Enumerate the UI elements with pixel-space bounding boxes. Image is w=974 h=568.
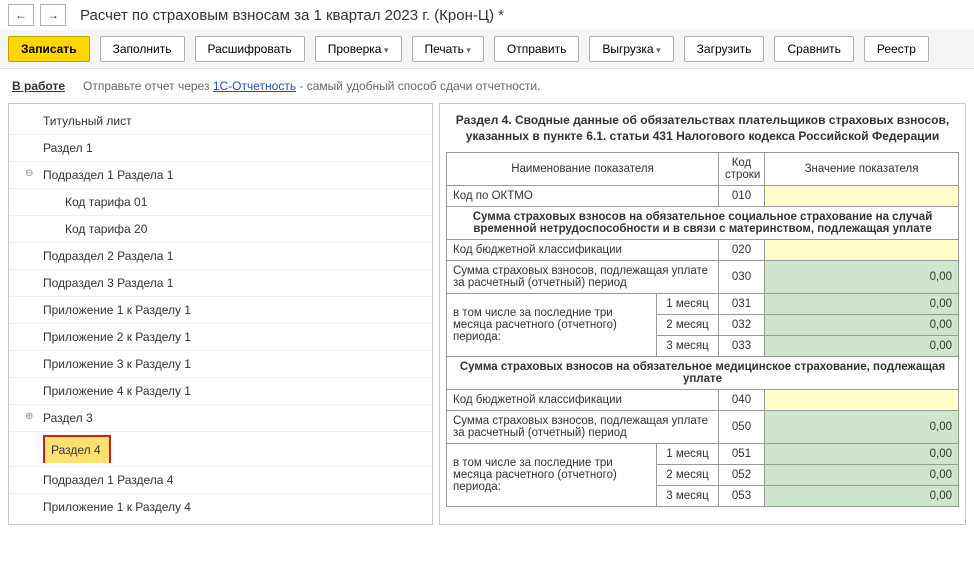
row-m3-2-code: 053 bbox=[719, 486, 765, 507]
row-m1-2-value[interactable]: 0,00 bbox=[765, 444, 959, 465]
row-sum2-value[interactable]: 0,00 bbox=[765, 411, 959, 444]
row-m1-2-code: 051 bbox=[719, 444, 765, 465]
expand-icon[interactable]: ⊕ bbox=[25, 411, 33, 422]
print-button[interactable]: Печать bbox=[412, 36, 484, 62]
row-m2-1-label: 2 месяц bbox=[657, 315, 719, 336]
row-oktmo-value[interactable] bbox=[765, 186, 959, 207]
row-m1-1-code: 031 bbox=[719, 294, 765, 315]
toolbar: Записать Заполнить Расшифровать Проверка… bbox=[0, 30, 974, 69]
row-m2-2-value[interactable]: 0,00 bbox=[765, 465, 959, 486]
send-button[interactable]: Отправить bbox=[494, 36, 580, 62]
row-last3-2-label: в том числе за последние три месяца расч… bbox=[447, 444, 657, 507]
row-kbk2-value[interactable] bbox=[765, 390, 959, 411]
tree-section-1[interactable]: Раздел 1 bbox=[9, 135, 432, 162]
row-m1-2-label: 1 месяц bbox=[657, 444, 719, 465]
collapse-icon[interactable]: ⊖ bbox=[25, 168, 33, 179]
row-m3-1-value[interactable]: 0,00 bbox=[765, 336, 959, 357]
status-message: Отправьте отчет через 1С-Отчетность - са… bbox=[83, 79, 540, 93]
fill-button[interactable]: Заполнить bbox=[100, 36, 185, 62]
row-m3-1-code: 033 bbox=[719, 336, 765, 357]
section-title: Раздел 4. Сводные данные об обязательств… bbox=[446, 112, 959, 144]
row-kbk1-code: 020 bbox=[719, 240, 765, 261]
compare-button[interactable]: Сравнить bbox=[774, 36, 853, 62]
page-title: Расчет по страховым взносам за 1 квартал… bbox=[80, 7, 504, 24]
tree-app3-1[interactable]: Приложение 3 к Разделу 1 bbox=[9, 351, 432, 378]
sections-tree: Титульный лист Раздел 1 ⊖ Подраздел 1 Ра… bbox=[8, 103, 433, 525]
tree-section-4[interactable]: Раздел 4 bbox=[43, 435, 111, 463]
row-sum1-value[interactable]: 0,00 bbox=[765, 261, 959, 294]
status-row: В работе Отправьте отчет через 1С-Отчетн… bbox=[0, 69, 974, 103]
tree-sub2-1[interactable]: Подраздел 2 Раздела 1 bbox=[9, 243, 432, 270]
status-link[interactable]: 1С-Отчетность bbox=[213, 79, 296, 93]
status-msg-before: Отправьте отчет через bbox=[83, 79, 213, 93]
row-m3-2-value[interactable]: 0,00 bbox=[765, 486, 959, 507]
row-m1-1-value[interactable]: 0,00 bbox=[765, 294, 959, 315]
tree-app1-4[interactable]: Приложение 1 к Разделу 4 bbox=[9, 494, 432, 520]
data-table: Наименование показателя Код строки Значе… bbox=[446, 152, 959, 507]
subhead-med: Сумма страховых взносов на обязательное … bbox=[447, 357, 959, 390]
col-name-header: Наименование показателя bbox=[447, 153, 719, 186]
tree-app2-1[interactable]: Приложение 2 к Разделу 1 bbox=[9, 324, 432, 351]
content-panel: Раздел 4. Сводные данные об обязательств… bbox=[439, 103, 966, 525]
col-code-header: Код строки bbox=[719, 153, 765, 186]
col-value-header: Значение показателя bbox=[765, 153, 959, 186]
check-button[interactable]: Проверка bbox=[315, 36, 402, 62]
row-m2-1-code: 032 bbox=[719, 315, 765, 336]
row-m2-2-label: 2 месяц bbox=[657, 465, 719, 486]
row-m3-2-label: 3 месяц bbox=[657, 486, 719, 507]
tree-title-sheet[interactable]: Титульный лист bbox=[9, 108, 432, 135]
tree-tariff-01[interactable]: Код тарифа 01 bbox=[9, 189, 432, 216]
row-oktmo-label: Код по ОКТМО bbox=[447, 186, 719, 207]
row-oktmo-code: 010 bbox=[719, 186, 765, 207]
row-kbk1-label: Код бюджетной классификации bbox=[447, 240, 719, 261]
registry-button[interactable]: Реестр bbox=[864, 36, 929, 62]
row-kbk2-code: 040 bbox=[719, 390, 765, 411]
tree-app1-1[interactable]: Приложение 1 к Разделу 1 bbox=[9, 297, 432, 324]
row-kbk2-label: Код бюджетной классификации bbox=[447, 390, 719, 411]
tree-tariff-20[interactable]: Код тарифа 20 bbox=[9, 216, 432, 243]
tree-section-3-label: Раздел 3 bbox=[43, 411, 93, 425]
row-sum1-code: 030 bbox=[719, 261, 765, 294]
tree-sub1-1-label: Подраздел 1 Раздела 1 bbox=[43, 168, 173, 182]
row-last3-1-label: в том числе за последние три месяца расч… bbox=[447, 294, 657, 357]
tree-section-3[interactable]: ⊕ Раздел 3 bbox=[9, 405, 432, 432]
row-sum2-label: Сумма страховых взносов, подлежащая упла… bbox=[447, 411, 719, 444]
tree-app4-1[interactable]: Приложение 4 к Разделу 1 bbox=[9, 378, 432, 405]
tree-sub1-1[interactable]: ⊖ Подраздел 1 Раздела 1 bbox=[9, 162, 432, 189]
forward-button[interactable]: → bbox=[40, 4, 66, 26]
row-m3-1-label: 3 месяц bbox=[657, 336, 719, 357]
row-sum2-code: 050 bbox=[719, 411, 765, 444]
row-m1-1-label: 1 месяц bbox=[657, 294, 719, 315]
status-msg-after: - самый удобный способ сдачи отчетности. bbox=[296, 79, 540, 93]
subhead-social: Сумма страховых взносов на обязательное … bbox=[447, 207, 959, 240]
row-m2-1-value[interactable]: 0,00 bbox=[765, 315, 959, 336]
row-sum1-label: Сумма страховых взносов, подлежащая упла… bbox=[447, 261, 719, 294]
decode-button[interactable]: Расшифровать bbox=[195, 36, 305, 62]
save-button[interactable]: Записать bbox=[8, 36, 90, 62]
tree-sub3-1[interactable]: Подраздел 3 Раздела 1 bbox=[9, 270, 432, 297]
load-button[interactable]: Загрузить bbox=[684, 36, 765, 62]
row-m2-2-code: 052 bbox=[719, 465, 765, 486]
back-button[interactable]: ← bbox=[8, 4, 34, 26]
export-button[interactable]: Выгрузка bbox=[589, 36, 673, 62]
status-label[interactable]: В работе bbox=[12, 79, 65, 93]
tree-sub1-4[interactable]: Подраздел 1 Раздела 4 bbox=[9, 467, 432, 494]
row-kbk1-value[interactable] bbox=[765, 240, 959, 261]
